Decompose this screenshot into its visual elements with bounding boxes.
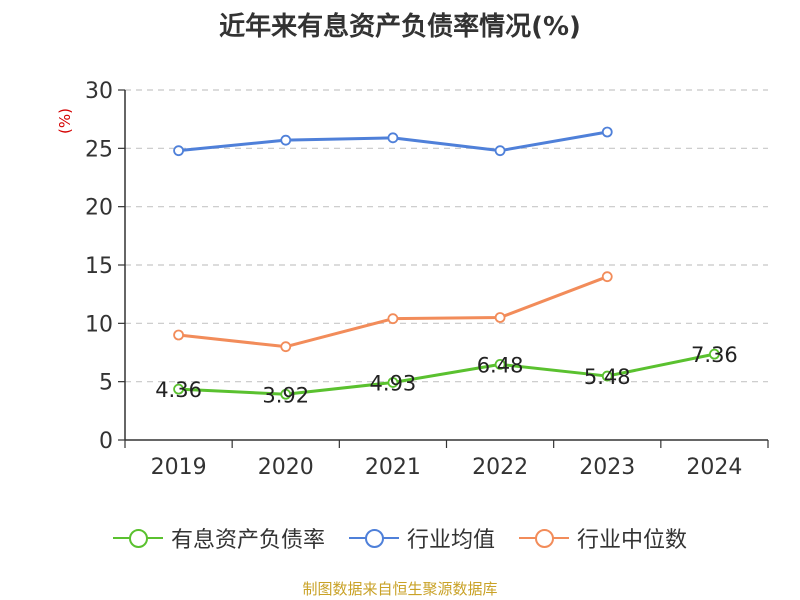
data-point	[173, 329, 184, 341]
data-point	[280, 341, 292, 353]
legend-item-industry-average[interactable]: 行业均值	[348, 522, 495, 554]
data-point	[387, 132, 399, 144]
data-point	[280, 134, 292, 146]
y-tick-label: 10	[85, 312, 113, 337]
data-point	[173, 145, 184, 157]
data-label: 5.48	[584, 365, 631, 389]
data-label: 3.92	[262, 383, 309, 407]
series-line	[178, 275, 608, 349]
y-tick-label: 20	[85, 196, 113, 221]
y-tick-label: 15	[85, 254, 113, 279]
series-line	[178, 352, 715, 396]
x-tick-label: 2022	[472, 455, 528, 480]
x-tick-label: 2024	[686, 455, 742, 480]
data-point	[494, 145, 506, 157]
y-tick-label: 5	[99, 371, 113, 396]
legend-label-industry-average: 行业均值	[406, 528, 495, 553]
x-tick-label: 2021	[365, 455, 421, 480]
legend-marker-debt-ratio	[112, 528, 163, 548]
y-tick-label: 25	[85, 137, 113, 162]
legend-label-debt-ratio: 有息资产负债率	[170, 528, 325, 553]
y-tick-label: 30	[85, 79, 113, 104]
y-tick-label: 0	[99, 429, 113, 454]
data-point	[494, 358, 506, 370]
data-point	[601, 271, 613, 283]
data-point	[173, 383, 184, 395]
legend-marker-industry-average	[348, 528, 399, 548]
legend-label-industry-median: 行业中位数	[577, 528, 688, 553]
data-point	[601, 370, 613, 382]
data-label: 4.36	[155, 378, 202, 402]
data-label: 4.93	[370, 371, 417, 395]
data-point	[387, 313, 399, 325]
data-point	[280, 388, 292, 400]
x-tick-label: 2023	[579, 455, 635, 480]
data-label: 7.36	[691, 343, 738, 367]
data-point	[709, 348, 720, 360]
chart-title: 近年来有息资产负债率情况(%)	[219, 12, 581, 42]
legend-item-debt-ratio[interactable]: 有息资产负债率	[112, 522, 325, 554]
x-tick-label: 2019	[151, 455, 207, 480]
legend-marker-industry-median	[519, 528, 569, 548]
line-chart: 0 5 10 15 20 25 30 2019 2020 2021 2022 2023 2024 4.36…	[85, 79, 769, 480]
data-point	[601, 126, 613, 138]
data-source-note: 制图数据来自恒生聚源数据库	[302, 580, 498, 598]
data-point	[494, 312, 506, 323]
data-label: 6.48	[477, 353, 524, 377]
legend: 有息资产负债率 行业均值 行业中位数	[0, 522, 800, 554]
legend-item-industry-median[interactable]: 行业中位数	[519, 522, 687, 554]
x-tick-label: 2020	[258, 455, 314, 480]
data-point	[387, 377, 399, 388]
